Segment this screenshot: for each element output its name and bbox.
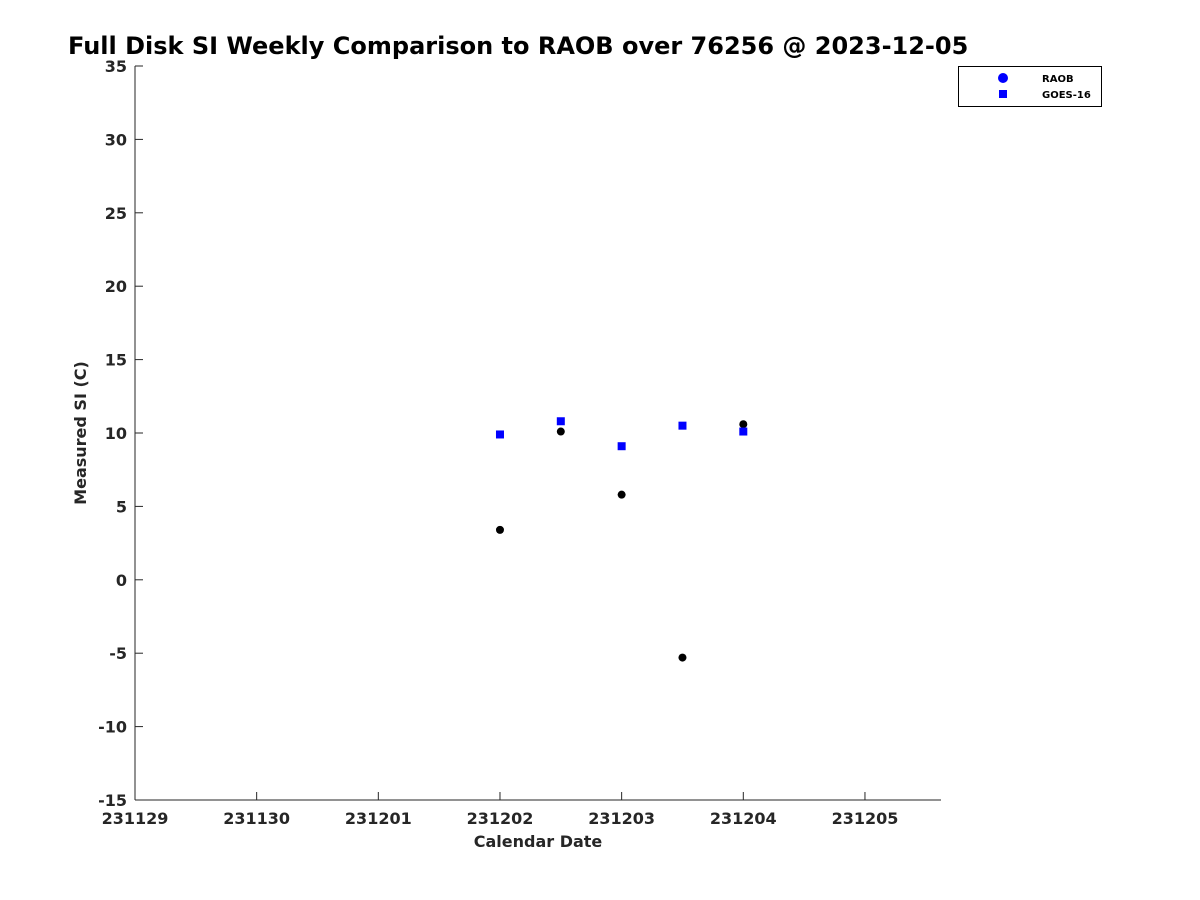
y-axis-ticks: 35 30 25 20 15 10 5 0 -5 -10 -15 bbox=[98, 57, 143, 810]
series-goes16 bbox=[495, 417, 748, 451]
legend-label-raob: RAOB bbox=[1042, 74, 1074, 85]
data-point-raob bbox=[617, 490, 626, 499]
chart-title: Full Disk SI Weekly Comparison to RAOB o… bbox=[68, 32, 968, 60]
data-point-raob bbox=[556, 427, 565, 436]
y-tick-label: 35 bbox=[105, 57, 127, 76]
legend: RAOB GOES-16 bbox=[958, 66, 1102, 107]
legend-marker-goes16 bbox=[999, 90, 1007, 98]
data-point-goes16 bbox=[556, 417, 565, 426]
data-point-raob bbox=[495, 525, 504, 534]
legend-box bbox=[958, 66, 1102, 107]
legend-item-raob: RAOB bbox=[998, 73, 1074, 85]
y-tick-label: -10 bbox=[98, 718, 127, 737]
data-point-goes16 bbox=[678, 421, 687, 430]
y-tick-label: 25 bbox=[105, 204, 127, 223]
legend-marker-raob bbox=[998, 73, 1008, 83]
legend-item-goes16: GOES-16 bbox=[999, 90, 1091, 101]
x-tick-label: 231202 bbox=[467, 809, 534, 828]
x-axis-ticks: 231129 231130 231201 231202 231203 231204 2312… bbox=[102, 792, 899, 828]
series-raob bbox=[495, 420, 748, 662]
y-tick-label: 30 bbox=[105, 130, 127, 149]
legend-label-goes16: GOES-16 bbox=[1042, 90, 1091, 101]
x-tick-label: 231130 bbox=[223, 809, 290, 828]
data-point-goes16 bbox=[617, 442, 626, 451]
data-points bbox=[495, 417, 748, 662]
y-tick-label: -5 bbox=[109, 644, 127, 663]
x-tick-label: 231129 bbox=[102, 809, 169, 828]
x-axis-label: Calendar Date bbox=[474, 832, 603, 851]
data-point-raob bbox=[739, 420, 748, 429]
y-tick-label: 10 bbox=[105, 424, 127, 443]
data-point-goes16 bbox=[495, 430, 504, 439]
data-point-raob bbox=[678, 653, 687, 662]
x-tick-label: 231204 bbox=[710, 809, 777, 828]
data-point-goes16 bbox=[739, 427, 748, 436]
x-tick-label: 231201 bbox=[345, 809, 412, 828]
plot-axes bbox=[134, 66, 941, 801]
y-tick-label: 5 bbox=[116, 497, 127, 516]
y-tick-label: 0 bbox=[116, 571, 127, 590]
y-tick-label: 15 bbox=[105, 351, 127, 370]
x-tick-label: 231205 bbox=[832, 809, 899, 828]
y-axis-label: Measured SI (C) bbox=[71, 361, 90, 505]
y-tick-label: 20 bbox=[105, 277, 127, 296]
y-tick-label: -15 bbox=[98, 791, 127, 810]
x-tick-label: 231203 bbox=[588, 809, 655, 828]
